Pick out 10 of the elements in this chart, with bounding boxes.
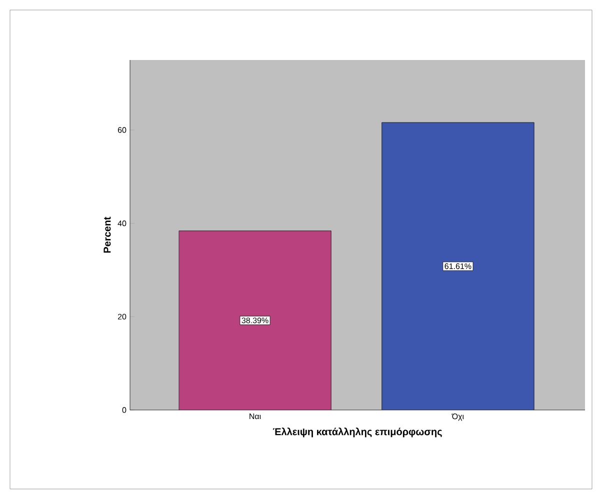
data-label: 61.61% [444, 263, 472, 270]
y-tick-label: 60 [118, 127, 126, 133]
x-tick-label: Όχι [452, 414, 464, 421]
x-tick-label: Ναι [250, 414, 261, 420]
x-axis-title: Έλλειψη κατάλληλης επιμόρφωσης [272, 428, 442, 438]
y-tick-label: 40 [118, 220, 126, 226]
y-axis-title: Percent [104, 216, 111, 253]
y-tick-label: 0 [122, 407, 126, 413]
data-label: 38.39% [242, 318, 268, 324]
y-tick-label: 20 [118, 314, 126, 320]
